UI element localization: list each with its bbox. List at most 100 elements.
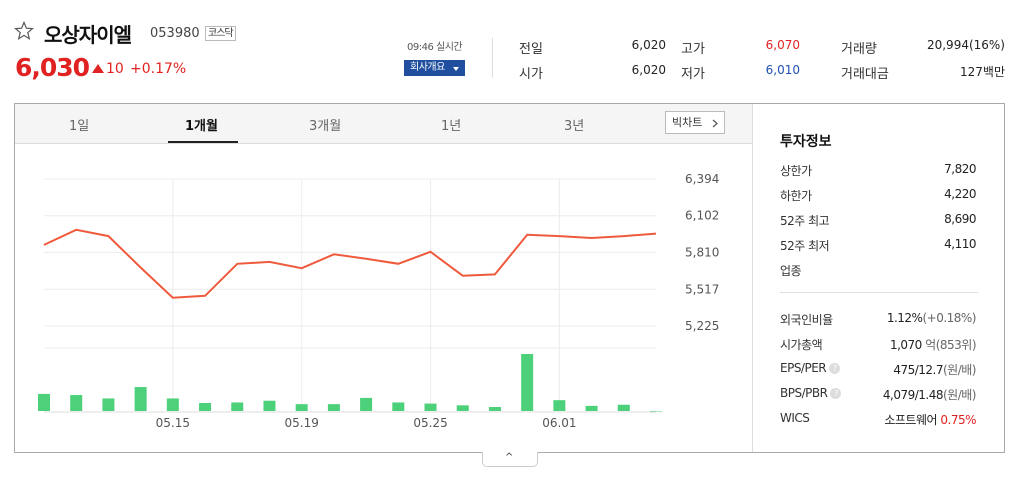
tab-3years[interactable]: 3년 <box>564 119 585 134</box>
volume-bar <box>263 400 276 411</box>
volume-bar <box>360 397 373 411</box>
upper-limit-value: 7,820 <box>944 162 976 176</box>
market-cap-rank: (853위) <box>935 338 977 352</box>
price-tick-label: 5,810 <box>685 245 719 259</box>
volume-bar <box>617 404 630 411</box>
date-tick-label: 06.01 <box>542 416 576 430</box>
market-badge: 코스닥 <box>205 26 236 41</box>
date-tick-label: 05.25 <box>413 416 447 430</box>
52week-high-label: 52주 최고 <box>780 214 830 228</box>
price-change-percent: +0.17% <box>130 61 187 77</box>
tab-1year[interactable]: 1년 <box>441 119 462 134</box>
prev-close-label: 전일 <box>519 42 543 57</box>
low-label: 저가 <box>681 67 705 82</box>
wics-sector[interactable]: 소프트웨어 <box>884 413 938 427</box>
wics-percent: 0.75% <box>940 413 976 427</box>
volume-bar <box>231 402 244 411</box>
upper-limit-label: 상한가 <box>780 164 812 178</box>
52week-low-label: 52주 최저 <box>780 239 830 253</box>
low-value: 6,010 <box>765 63 800 77</box>
volume-bar <box>102 398 115 411</box>
high-value: 6,070 <box>765 38 800 52</box>
volume-bar <box>327 404 340 411</box>
high-label: 고가 <box>681 42 705 57</box>
period-tabs: 1일 1개월 3개월 1년 3년 빅차트 <box>15 104 752 144</box>
52week-low-value: 4,110 <box>944 237 976 251</box>
foreign-ratio-value: 1.12%(+0.18%) <box>886 311 977 325</box>
market-cap-unit: 억 <box>925 338 936 352</box>
volume-bar <box>553 400 566 411</box>
wics-label: WICS <box>780 411 810 425</box>
lower-limit-value: 4,220 <box>944 187 976 201</box>
wics-value: 소프트웨어 0.75% <box>884 411 976 428</box>
collapse-toggle[interactable]: ^ <box>482 452 538 467</box>
help-icon[interactable]: ? <box>830 388 842 399</box>
up-arrow-icon <box>92 64 104 73</box>
eps-per-text: EPS/PER <box>780 361 827 375</box>
industry-label: 업종 <box>780 264 802 278</box>
price-tick-label: 6,394 <box>685 172 719 186</box>
market-cap: 1,070 <box>889 338 922 352</box>
bps-pbr-value: 4,079/1.48(원/배) <box>882 386 977 403</box>
volume-bar <box>521 354 534 411</box>
stock-name: 오상자이엘 <box>44 23 132 47</box>
foreign-ratio-label: 외국인비율 <box>780 313 833 327</box>
open-label: 시가 <box>519 67 543 82</box>
company-overview-button[interactable]: 회사개요 <box>404 60 465 76</box>
bps-pbr-unit: (원/배) <box>943 388 977 402</box>
active-tab-indicator <box>168 141 238 143</box>
volume-bar <box>166 398 179 411</box>
volume-bar <box>199 403 212 411</box>
volume-value: 20,994(16%) <box>926 38 1005 52</box>
bps-pbr-text: BPS/PBR <box>780 386 828 400</box>
eps-per-value: 475/12.7(원/배) <box>893 361 976 378</box>
eps-per: 475/12.7 <box>893 363 943 377</box>
price-tick-label: 5,225 <box>685 319 719 333</box>
date-tick-label: 05.19 <box>285 416 319 430</box>
tab-3months[interactable]: 3개월 <box>309 119 342 134</box>
volume-bar <box>456 405 469 411</box>
volume-bar <box>134 387 147 411</box>
date-tick-label: 05.15 <box>156 416 190 430</box>
chart-panel: 1일 1개월 3개월 1년 3년 빅차트 6,394 6,102 5,810 5,51… <box>14 103 1005 453</box>
foreign-ratio-change: (+0.18%) <box>922 311 976 325</box>
volume-bar <box>650 411 662 412</box>
eps-per-unit: (원/배) <box>943 363 977 377</box>
volume-bar <box>295 404 308 411</box>
market-cap-value: 1,070 억(853위) <box>889 336 977 353</box>
price-tick-label: 5,517 <box>685 282 719 296</box>
volume-bar <box>488 407 501 411</box>
caret-down-icon <box>453 67 459 71</box>
favorite-star-icon[interactable] <box>14 21 34 41</box>
trade-amount-label: 거래대금 <box>841 67 889 82</box>
help-icon[interactable]: ? <box>829 363 841 374</box>
lower-limit-label: 하한가 <box>780 189 812 203</box>
market-cap-label: 시가총액 <box>780 338 823 352</box>
stock-price-chart[interactable]: 6,394 6,102 5,810 5,517 5,225 05.15 05.19 05.25… <box>15 104 752 452</box>
invest-info-title: 투자정보 <box>780 134 832 150</box>
header-divider <box>492 38 493 78</box>
info-divider <box>780 292 978 293</box>
chevron-right-icon <box>712 119 718 128</box>
big-chart-label: 빅차트 <box>672 116 703 129</box>
volume-bar <box>38 393 50 411</box>
volume-bar <box>392 402 405 411</box>
volume-bar <box>585 405 598 411</box>
volume-bar <box>70 395 83 411</box>
foreign-ratio: 1.12% <box>886 311 923 325</box>
chevron-up-icon: ^ <box>505 452 514 463</box>
big-chart-button[interactable]: 빅차트 <box>665 111 725 134</box>
stock-code: 053980 <box>150 26 200 41</box>
company-overview-label: 회사개요 <box>410 62 445 73</box>
open-value: 6,020 <box>631 63 666 77</box>
tab-1day[interactable]: 1일 <box>69 119 90 134</box>
volume-label: 거래량 <box>841 42 877 57</box>
tab-1month[interactable]: 1개월 <box>185 119 218 134</box>
bps-pbr: 4,079/1.48 <box>882 388 944 402</box>
price-tick-label: 6,102 <box>685 209 719 223</box>
52week-high-value: 8,690 <box>944 212 976 226</box>
panel-divider <box>752 104 753 452</box>
realtime-timestamp: 09:46 실시간 <box>407 42 463 53</box>
current-price: 6,030 <box>15 53 90 82</box>
prev-close-value: 6,020 <box>631 38 666 52</box>
